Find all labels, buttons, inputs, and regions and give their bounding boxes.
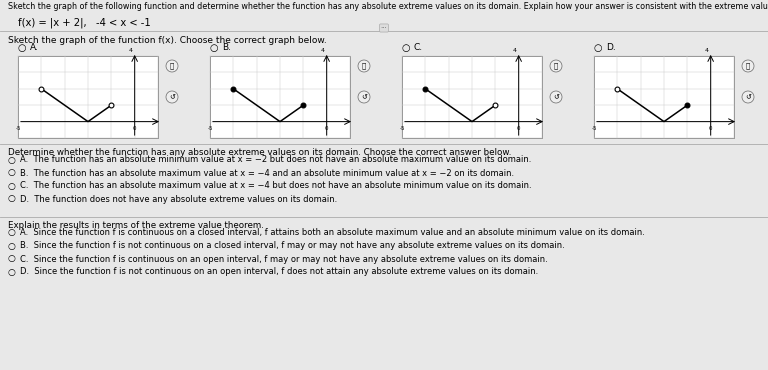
Text: ○: ○: [8, 255, 16, 263]
Text: 🔍: 🔍: [362, 63, 366, 69]
Text: 4: 4: [321, 48, 325, 54]
Text: ○: ○: [8, 182, 16, 191]
Text: ○: ○: [8, 155, 16, 165]
Text: ○: ○: [210, 43, 219, 53]
Text: 4: 4: [705, 48, 709, 54]
Circle shape: [742, 91, 754, 103]
Text: 0: 0: [325, 125, 329, 131]
Text: 0: 0: [133, 125, 137, 131]
Text: Determine whether the function has any absolute extreme values on its domain. Ch: Determine whether the function has any a…: [8, 148, 511, 157]
Text: ○: ○: [8, 195, 16, 204]
Circle shape: [550, 91, 562, 103]
Text: ↺: ↺: [169, 94, 175, 100]
Text: B.  The function has an absolute maximum value at x = −4 and an absolute minimum: B. The function has an absolute maximum …: [20, 168, 514, 178]
Circle shape: [358, 91, 370, 103]
Bar: [210, 56, 350, 138]
Text: D.  Since the function f is not continuous on an open interval, f does not attai: D. Since the function f is not continuou…: [20, 268, 538, 276]
Text: A.  The function has an absolute minimum value at x = −2 but does not have an ab: A. The function has an absolute minimum …: [20, 155, 531, 165]
Text: C.  The function has an absolute maximum value at x = −4 but does not have an ab: C. The function has an absolute maximum …: [20, 182, 531, 191]
Text: D.: D.: [606, 44, 616, 53]
Text: 🔍: 🔍: [554, 63, 558, 69]
Text: A.  Since the function f is continuous on a closed interval, f attains both an a: A. Since the function f is continuous on…: [20, 229, 645, 238]
Text: ○: ○: [8, 242, 16, 250]
Text: 0: 0: [517, 125, 521, 131]
Bar: [402, 56, 542, 138]
Text: ↺: ↺: [361, 94, 367, 100]
Text: Explain the results in terms of the extreme value theorem.: Explain the results in terms of the extr…: [8, 221, 264, 230]
Circle shape: [358, 60, 370, 72]
Text: ○: ○: [8, 168, 16, 178]
Circle shape: [550, 60, 562, 72]
Text: -5: -5: [207, 125, 213, 131]
Text: ○: ○: [402, 43, 411, 53]
Text: ○: ○: [8, 229, 16, 238]
Bar: [18, 56, 158, 138]
Text: -5: -5: [15, 125, 21, 131]
Text: ○: ○: [594, 43, 603, 53]
Circle shape: [742, 60, 754, 72]
Text: -5: -5: [591, 125, 597, 131]
Text: ···: ···: [381, 25, 387, 31]
Text: A.: A.: [30, 44, 39, 53]
Text: 4: 4: [129, 48, 133, 54]
Text: 🔍: 🔍: [746, 63, 750, 69]
Circle shape: [166, 60, 178, 72]
Text: B.: B.: [222, 44, 231, 53]
Text: Sketch the graph of the following function and determine whether the function ha: Sketch the graph of the following functi…: [8, 2, 768, 11]
Bar: [594, 56, 734, 138]
Circle shape: [166, 91, 178, 103]
Text: D.  The function does not have any absolute extreme values on its domain.: D. The function does not have any absolu…: [20, 195, 337, 204]
Text: 0: 0: [709, 125, 713, 131]
Text: C.  Since the function f is continuous on an open interval, f may or may not hav: C. Since the function f is continuous on…: [20, 255, 548, 263]
Text: f(x) = |x + 2|,   -4 < x < -1: f(x) = |x + 2|, -4 < x < -1: [18, 18, 151, 28]
Text: B.  Since the function f is not continuous on a closed interval, f may or may no: B. Since the function f is not continuou…: [20, 242, 564, 250]
Text: C.: C.: [414, 44, 423, 53]
Text: 🔍: 🔍: [170, 63, 174, 69]
Text: -5: -5: [399, 125, 405, 131]
Text: ↺: ↺: [553, 94, 559, 100]
Text: Sketch the graph of the function f(x). Choose the correct graph below.: Sketch the graph of the function f(x). C…: [8, 36, 326, 45]
Text: 4: 4: [513, 48, 517, 54]
Text: ○: ○: [18, 43, 27, 53]
Text: ↺: ↺: [745, 94, 751, 100]
Text: ○: ○: [8, 268, 16, 276]
